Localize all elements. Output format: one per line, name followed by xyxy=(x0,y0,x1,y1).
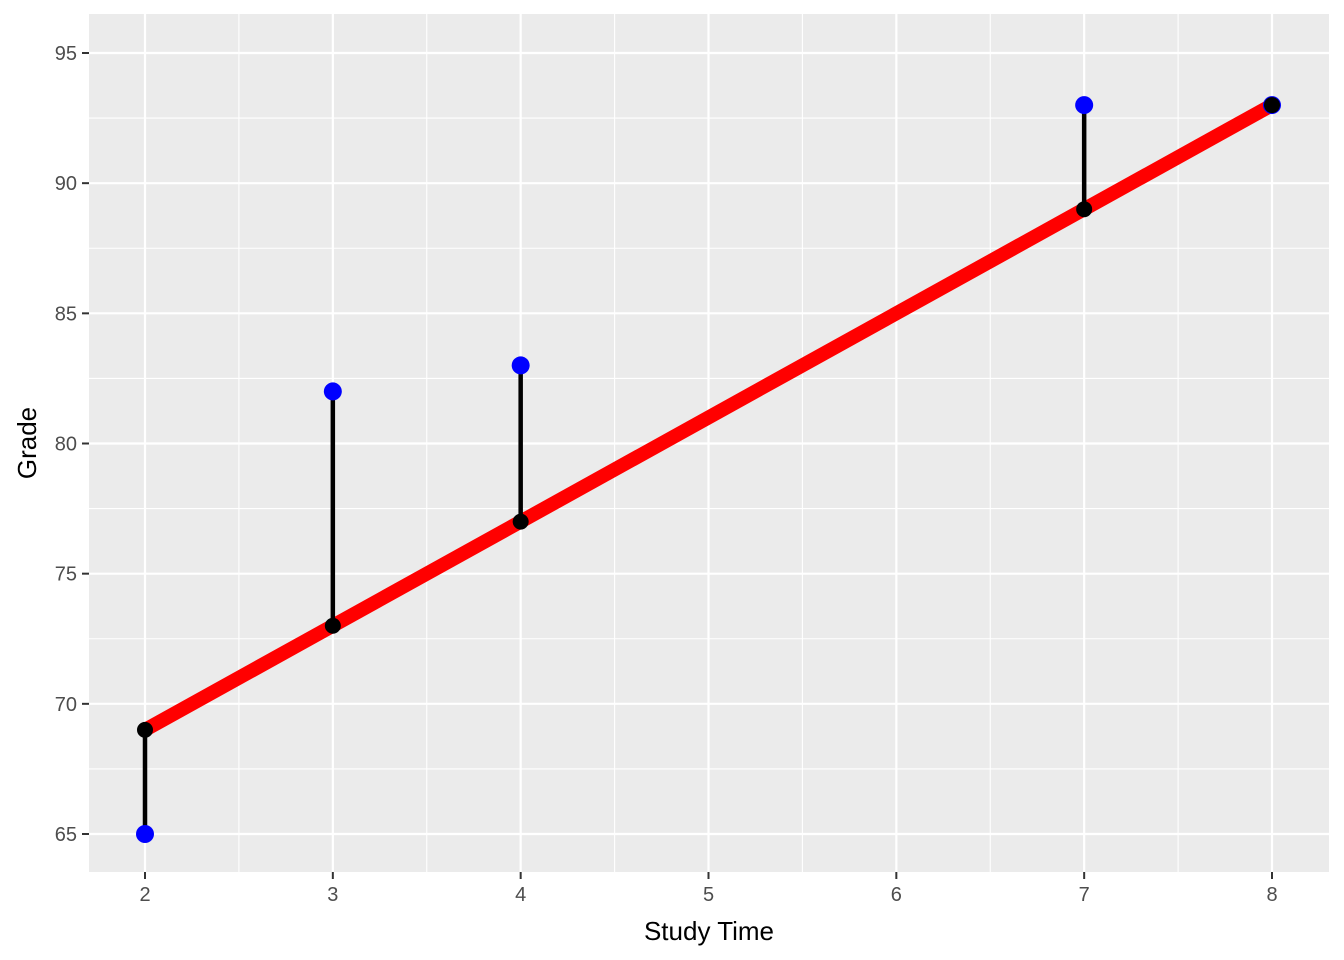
y-tick-label: 70 xyxy=(55,694,77,716)
y-axis-title: Grade xyxy=(12,407,42,479)
y-tick-label: 90 xyxy=(55,173,77,195)
x-tick-label: 8 xyxy=(1266,884,1277,906)
fitted-points xyxy=(137,97,1280,738)
fitted-point xyxy=(1076,201,1093,218)
x-tick-label: 4 xyxy=(515,884,526,906)
y-tick-label: 95 xyxy=(55,43,77,65)
x-tick-label: 3 xyxy=(327,884,338,906)
x-axis: 2 3 4 5 6 7 8 xyxy=(139,872,1278,906)
fitted-point xyxy=(1264,97,1280,114)
observed-point xyxy=(323,382,342,401)
residual-segments xyxy=(142,105,1087,834)
y-tick-label: 85 xyxy=(55,303,77,325)
observed-point xyxy=(136,825,154,843)
y-tick-label: 75 xyxy=(55,564,77,586)
x-tick-label: 6 xyxy=(891,884,902,906)
y-axis: 65 70 75 80 85 90 95 xyxy=(55,43,89,846)
y-tick-label: 65 xyxy=(55,824,77,846)
observed-point xyxy=(1075,96,1094,115)
fitted-point xyxy=(324,617,341,634)
y-tick-label: 80 xyxy=(55,434,77,456)
x-tick-label: 5 xyxy=(703,884,714,906)
x-tick-label: 2 xyxy=(139,884,150,906)
x-axis-title: Study Time xyxy=(644,916,774,946)
observed-point xyxy=(511,356,530,375)
x-tick-label: 7 xyxy=(1079,884,1090,906)
fitted-point xyxy=(137,721,153,738)
fitted-point xyxy=(512,513,529,530)
